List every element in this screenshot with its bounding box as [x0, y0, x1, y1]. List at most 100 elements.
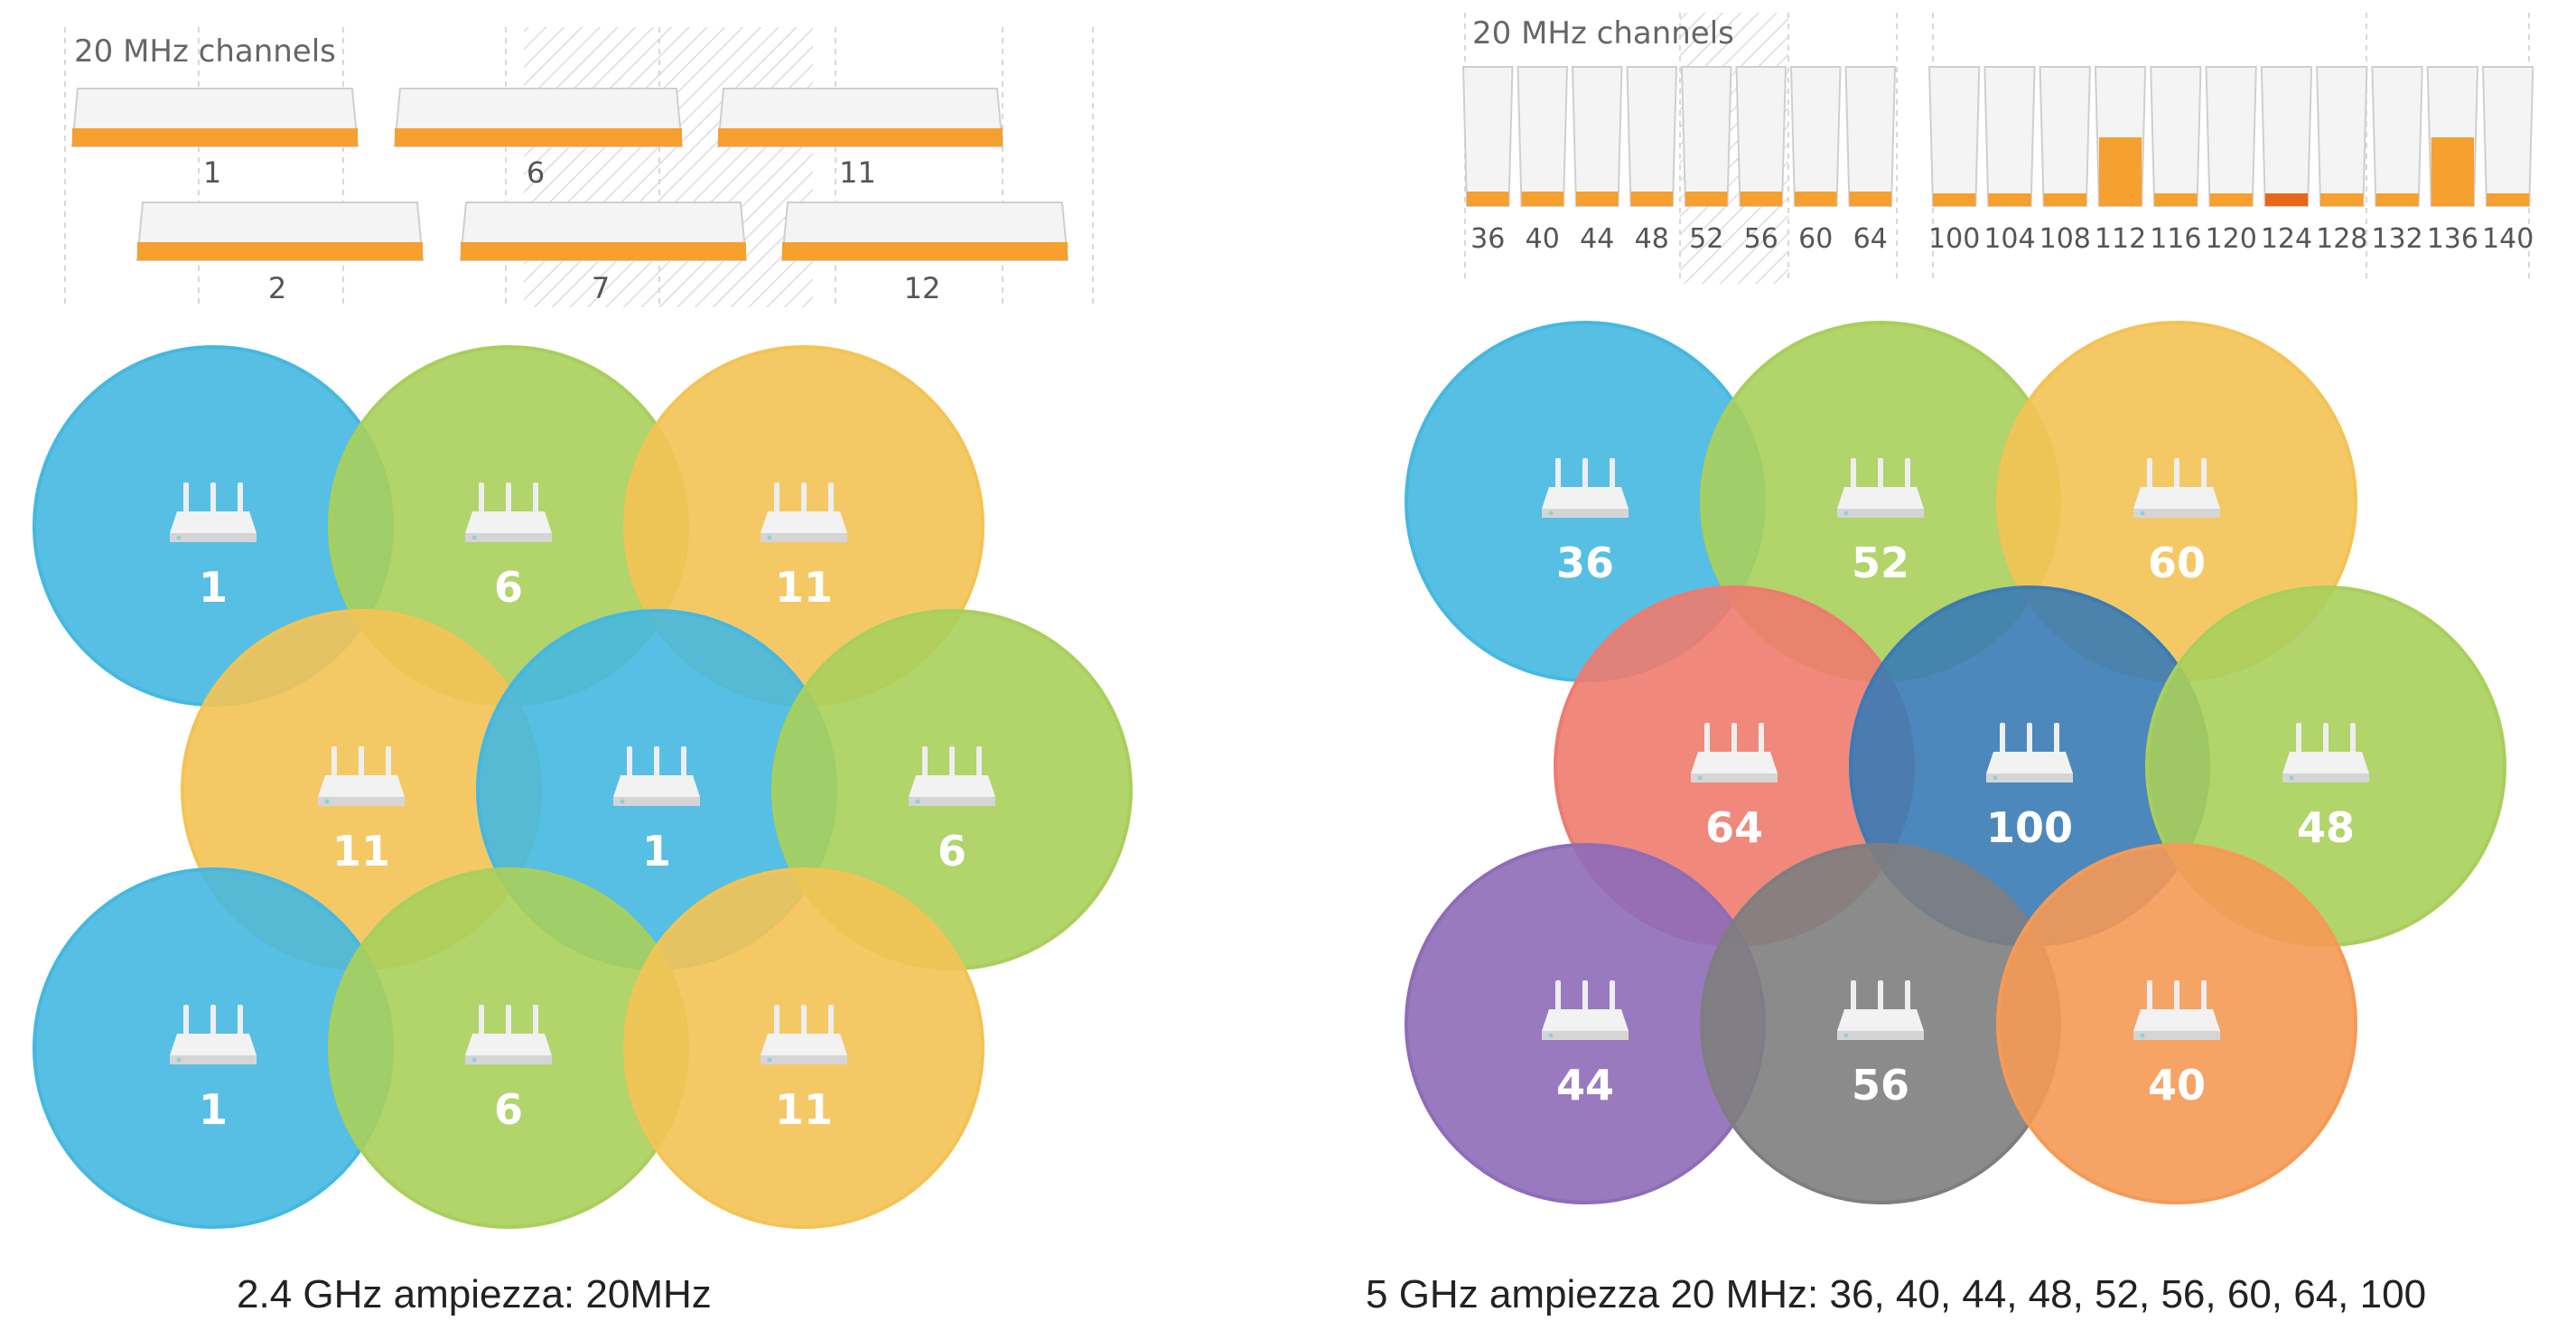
channel-slot: 100 [1927, 66, 1981, 255]
router-base [1986, 773, 2073, 782]
ap-cell-marker: 44 [1542, 980, 1629, 1110]
ap-cell-marker: 60 [2133, 458, 2220, 587]
channel-slot: 112 [2094, 66, 2147, 255]
channel-slot: 40 [1517, 66, 1569, 255]
router-led [620, 799, 625, 804]
channel-number: 1 [199, 1085, 228, 1134]
router-antenna [2350, 723, 2356, 754]
router-antenna [774, 482, 779, 513]
router-antenna [183, 482, 189, 513]
channel-label: 40 [1526, 223, 1560, 255]
channel-number: 6 [938, 827, 966, 876]
left-caption: 2.4 GHz ampiezza: 20MHz [237, 1272, 712, 1316]
router-antenna [1582, 980, 1588, 1011]
channel-number: 40 [2148, 1061, 2206, 1110]
channel-label: 136 [2427, 223, 2478, 255]
channel-number: 11 [775, 563, 833, 612]
channel-number: 6 [494, 563, 523, 612]
router-antenna [976, 746, 982, 777]
ap-cell-marker: 11 [761, 1005, 847, 1134]
channel-label: 120 [2206, 223, 2257, 255]
channel-number: 64 [1705, 803, 1763, 852]
router-base [1837, 509, 1924, 518]
channel-slot: 140 [2481, 66, 2534, 255]
channel-number: 60 [2148, 539, 2206, 587]
channel-slot: 116 [2150, 66, 2202, 255]
channel-slot-fill [2375, 193, 2419, 206]
router-icon [465, 1005, 552, 1064]
router-top [761, 1034, 847, 1055]
router-led [1548, 511, 1554, 516]
router-antenna [533, 482, 538, 513]
router-top [1542, 1009, 1629, 1031]
channel-slot-fill [1630, 192, 1673, 206]
channel-slot-body [1735, 66, 1787, 207]
channel-slot: 44 [1571, 66, 1623, 255]
router-top [909, 775, 995, 797]
router-base [2282, 773, 2369, 782]
channel-slot: 120 [2205, 66, 2257, 255]
ap-cell-marker: 52 [1837, 458, 1924, 587]
channel-bar-fill [137, 242, 423, 260]
left-spectrum: 20 MHz channels 1 6 11 2 7 12 [64, 27, 1094, 307]
channel-label: 48 [1635, 223, 1669, 255]
router-top [318, 775, 405, 797]
channel-bar: 12 [780, 201, 1069, 305]
router-top [170, 1034, 257, 1055]
right-channel-bars: 36 40 44 48 52 56 60 64 100 104 108 112 116 120 124 128… [1461, 66, 2534, 255]
channel-label: 116 [2150, 223, 2201, 255]
router-antenna [479, 482, 484, 513]
router-top [170, 511, 257, 533]
left-hatch-area [524, 27, 813, 307]
channel-slot-body [2150, 66, 2202, 207]
router-antenna [922, 746, 928, 777]
channel-slot: 136 [2426, 66, 2479, 255]
channel-label: 132 [2371, 223, 2422, 255]
router-antenna [210, 1005, 216, 1035]
router-icon [1542, 458, 1629, 518]
router-base [170, 533, 257, 542]
channel-slot: 64 [1844, 66, 1897, 255]
router-antenna [2027, 723, 2032, 754]
router-antenna [210, 482, 216, 513]
channel-slot-body [1461, 66, 1514, 207]
channel-number: 6 [494, 1085, 523, 1134]
channel-slot-fill [2098, 137, 2142, 206]
channel-number: 48 [2297, 803, 2355, 852]
channel-slot-fill [1521, 192, 1563, 206]
channel-slot-fill [1988, 193, 2031, 206]
router-antenna [1851, 980, 1856, 1011]
router-antenna [1905, 458, 1910, 489]
channel-slot: 132 [2371, 66, 2423, 255]
router-icon [1837, 980, 1924, 1040]
channel-slot-fill [2154, 193, 2198, 206]
router-base [761, 1055, 847, 1064]
router-icon [465, 482, 552, 542]
router-base [1542, 509, 1629, 518]
router-led [176, 1057, 182, 1063]
router-antenna [1704, 723, 1710, 754]
channel-label: 112 [2095, 223, 2146, 255]
channel-slot-fill [1467, 192, 1509, 206]
channel-label: 108 [2039, 223, 2091, 255]
channel-bar-fill [782, 242, 1068, 260]
router-antenna [828, 482, 834, 513]
channel-slot-body [1626, 66, 1678, 207]
router-antenna [1610, 980, 1615, 1011]
router-base [1837, 1031, 1924, 1040]
channel-number: 1 [642, 827, 671, 876]
router-icon [1837, 458, 1924, 518]
router-led [324, 799, 330, 804]
channel-bar-fill [395, 128, 682, 146]
router-base [465, 1055, 552, 1064]
channel-bar: 2 [135, 201, 425, 305]
channel-slot: 36 [1461, 66, 1514, 255]
router-top [2133, 487, 2220, 509]
router-antenna [183, 1005, 189, 1035]
channel-label: 12 [904, 271, 941, 305]
channel-label: 56 [1744, 223, 1778, 255]
ap-cell-marker: 1 [613, 746, 700, 876]
router-icon [1691, 723, 1778, 782]
router-base [909, 797, 995, 806]
